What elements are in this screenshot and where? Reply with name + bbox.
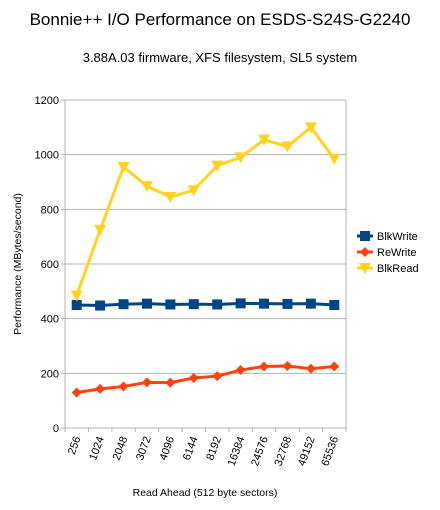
x-tick-label: 3072 [134, 435, 154, 462]
legend: BlkWrite ReWrite BlkRead [357, 231, 419, 275]
x-tick-labels: 256 1024 2048 3072 4096 6144 8192 16384 24576 327… [66, 435, 341, 468]
data-point-blkwrite [259, 298, 270, 309]
data-point-blkwrite [305, 298, 316, 309]
series-blkwrite [71, 298, 340, 311]
gridlines [65, 99, 346, 429]
data-point-blkread [234, 152, 247, 164]
x-tick-label: 32768 [273, 435, 295, 468]
data-point-blkread [328, 153, 341, 165]
y-tick-label: 1200 [35, 95, 59, 107]
legend-marker-blkread [359, 263, 371, 274]
data-point-rewrite [329, 361, 340, 372]
data-point-blkwrite [141, 298, 152, 309]
data-point-blkwrite [235, 298, 246, 309]
y-tick-label: 600 [41, 259, 59, 271]
x-tick-label: 256 [66, 435, 84, 456]
data-point-blkwrite [118, 299, 129, 310]
data-point-blkread [211, 160, 224, 172]
data-point-blkread [304, 122, 317, 134]
legend-marker-rewrite [360, 247, 370, 257]
legend-marker-blkwrite [360, 231, 370, 241]
series-line-rewrite [76, 364, 335, 394]
y-tick-label: 200 [41, 368, 59, 380]
y-axis-label: Performance (MBytes/second) [12, 193, 24, 335]
data-point-rewrite [259, 361, 270, 372]
series-group [70, 122, 341, 398]
data-point-blkwrite [188, 299, 199, 310]
data-point-rewrite [235, 365, 246, 376]
data-point-blkread [94, 224, 107, 236]
data-point-blkwrite [95, 300, 106, 311]
x-tick-label: 49152 [296, 435, 318, 468]
data-point-blkwrite [71, 300, 82, 310]
data-point-blkread [117, 161, 130, 173]
data-point-blkread [258, 134, 271, 146]
data-point-blkwrite [165, 299, 176, 310]
data-point-blkread [164, 192, 177, 204]
series-blkread [70, 122, 341, 302]
x-tick-label: 8192 [204, 435, 224, 462]
y-tick-label: 800 [41, 204, 59, 216]
series-line-blkwrite [76, 301, 335, 308]
x-tick-label: 65536 [319, 435, 341, 468]
data-point-blkwrite [282, 298, 293, 309]
chart-title: Bonnie++ I/O Performance on ESDS-S24S-G2… [29, 10, 411, 29]
legend-label-rewrite: ReWrite [377, 247, 417, 259]
data-point-rewrite [71, 387, 82, 398]
y-tick-label: 1000 [35, 150, 59, 162]
data-point-rewrite [212, 371, 223, 382]
x-axis-label: Read Ahead (512 byte sectors) [133, 487, 278, 499]
y-tick-label: 0 [53, 423, 59, 435]
axes [61, 99, 347, 432]
data-point-rewrite [118, 381, 129, 392]
chart-subtitle: 3.88A.03 firmware, XFS filesystem, SL5 s… [82, 50, 358, 65]
data-point-rewrite [165, 377, 176, 388]
legend-label-blkwrite: BlkWrite [377, 231, 418, 243]
y-tick-label: 400 [41, 314, 59, 326]
data-point-blkwrite [329, 300, 340, 310]
data-point-blkread [70, 290, 83, 302]
data-point-rewrite [188, 372, 199, 383]
x-tick-label: 2048 [111, 435, 131, 462]
data-point-blkread [140, 181, 153, 193]
data-point-blkread [187, 185, 200, 197]
legend-label-blkread: BlkRead [377, 263, 419, 275]
data-point-rewrite [305, 363, 316, 374]
x-tick-label: 24576 [249, 435, 271, 468]
series-line-blkread [75, 125, 336, 296]
x-tick-label: 1024 [87, 435, 107, 462]
x-tick-label: 6144 [181, 435, 201, 462]
x-tick-label: 4096 [158, 435, 178, 462]
data-point-rewrite [141, 377, 152, 388]
data-point-blkwrite [212, 299, 223, 310]
data-point-rewrite [282, 360, 293, 371]
data-point-rewrite [95, 383, 106, 394]
series-rewrite [71, 360, 340, 398]
x-tick-label: 16384 [226, 435, 248, 468]
data-point-blkread [281, 141, 294, 153]
y-tick-labels: 0 200 400 600 800 1000 1200 [35, 95, 59, 435]
